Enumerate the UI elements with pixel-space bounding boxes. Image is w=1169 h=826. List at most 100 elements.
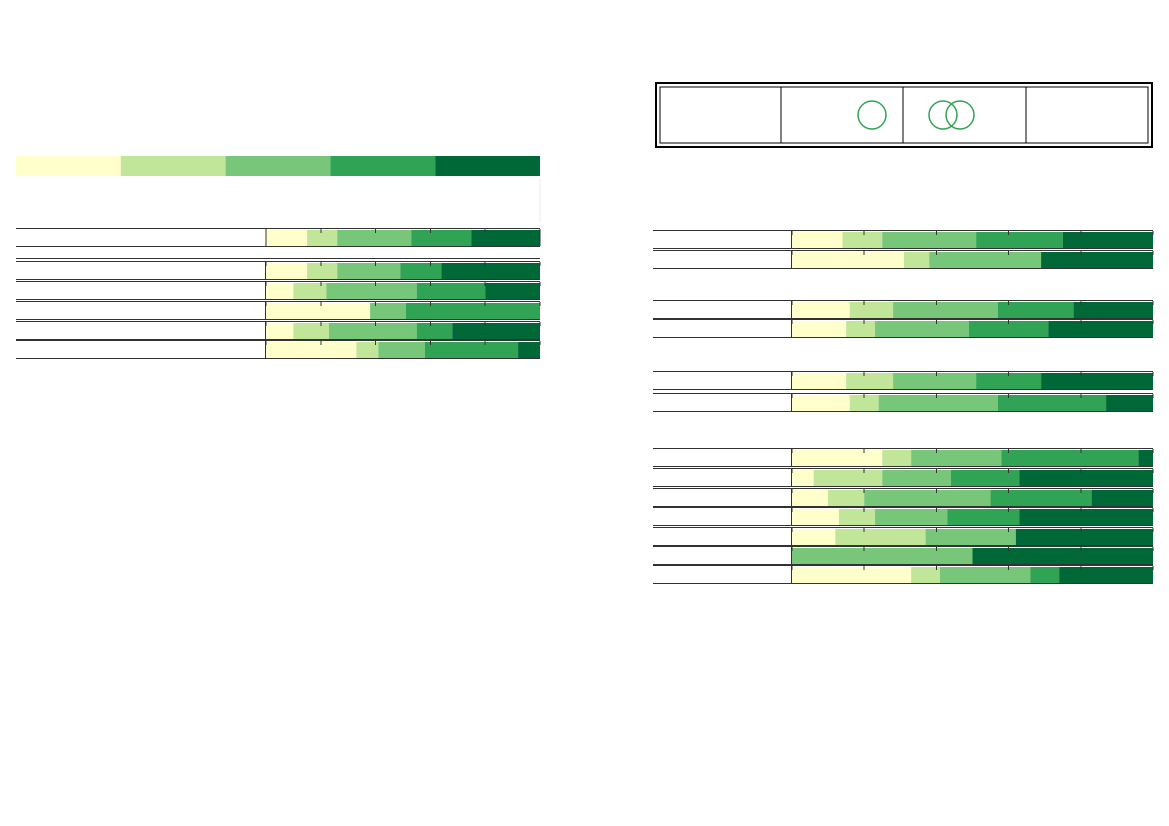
bar-segment: [997, 302, 1074, 318]
bar-segment: [990, 490, 1092, 506]
bar-segment: [485, 283, 540, 299]
bar-segment: [307, 263, 338, 279]
bar-segment: [838, 509, 876, 525]
bar-segment: [471, 230, 540, 246]
bar-segment: [1019, 509, 1153, 525]
bar-segment: [835, 529, 926, 545]
bar-segment: [1048, 321, 1153, 337]
bar-segment: [940, 567, 1031, 583]
bar-segment: [875, 509, 948, 525]
bar-segment: [842, 232, 883, 248]
bar-segment: [972, 548, 1153, 564]
bar-segment: [1073, 302, 1153, 318]
bar-segment: [293, 323, 330, 339]
bar-segment: [1091, 490, 1153, 506]
bar-segment: [929, 252, 1042, 268]
bar-segment: [1041, 373, 1153, 389]
bar-segment: [792, 302, 850, 318]
bar-segment: [925, 529, 1016, 545]
bar-segment: [1059, 567, 1153, 583]
bar-segment: [875, 321, 969, 337]
bar-segment: [356, 342, 379, 358]
box-inner: [659, 86, 1149, 144]
bar-segment: [792, 252, 904, 268]
bar-segment: [378, 342, 425, 358]
bar-segment: [976, 373, 1042, 389]
legend-swatch: [16, 156, 121, 176]
bar-segment: [1106, 395, 1153, 411]
legend-swatch: [330, 156, 436, 176]
bar-segment: [882, 450, 912, 466]
bar-segment: [878, 395, 998, 411]
bar-segment: [400, 263, 442, 279]
bar-segment: [893, 302, 998, 318]
bar-segment: [266, 323, 294, 339]
box-outer: [655, 82, 1153, 148]
bar-segment: [792, 509, 839, 525]
bar-segment: [849, 302, 894, 318]
bar-segment: [452, 323, 540, 339]
bar-segment: [846, 373, 894, 389]
bar-segment: [326, 283, 417, 299]
bar-segment: [911, 450, 1002, 466]
bar-segment: [968, 321, 1049, 337]
legend-swatch: [435, 156, 540, 176]
bar-segment: [424, 342, 519, 358]
bar-segment: [976, 232, 1063, 248]
bar-segment: [882, 470, 951, 486]
bar-segment: [792, 490, 829, 506]
bar-segment: [792, 450, 883, 466]
bar-segment: [293, 283, 327, 299]
legend-swatch: [225, 156, 331, 176]
bar-segment: [849, 395, 879, 411]
bar-segment: [828, 490, 865, 506]
bar-segment: [518, 342, 540, 358]
bar-segment: [903, 252, 930, 268]
bar-segment: [266, 283, 294, 299]
bar-segment: [266, 230, 308, 246]
bar-segment: [792, 232, 843, 248]
bar-segment: [416, 283, 486, 299]
bar-segment: [792, 470, 814, 486]
bar-segment: [307, 230, 338, 246]
legend-swatch: [120, 156, 226, 176]
bar-segment: [329, 323, 417, 339]
bar-segment: [337, 263, 401, 279]
bar-segment: [813, 470, 883, 486]
bar-segment: [950, 470, 1020, 486]
header-box: [655, 82, 1153, 148]
bar-segment: [792, 373, 847, 389]
bar-segment: [864, 490, 991, 506]
bar-segment: [882, 232, 977, 248]
circle-icon: [945, 100, 975, 130]
bar-segment: [441, 263, 540, 279]
bar-segment: [266, 342, 357, 358]
bar-segment: [370, 303, 406, 319]
bar-segment: [405, 303, 540, 319]
bar-segment: [1030, 567, 1060, 583]
bar-segment: [1041, 252, 1153, 268]
bar-segment: [792, 529, 836, 545]
circle-icon: [857, 100, 887, 130]
bar-segment: [792, 321, 847, 337]
bar-segment: [1015, 529, 1153, 545]
bar-segment: [1138, 450, 1153, 466]
bar-segment: [416, 323, 453, 339]
bar-segment: [1062, 232, 1153, 248]
bar-segment: [997, 395, 1107, 411]
bar-segment: [911, 567, 941, 583]
bar-segment: [893, 373, 977, 389]
bar-segment: [411, 230, 472, 246]
bar-segment: [1019, 470, 1153, 486]
bar-segment: [792, 567, 912, 583]
bar-segment: [1001, 450, 1139, 466]
bar-segment: [792, 548, 973, 564]
bar-segment: [947, 509, 1020, 525]
circle-icon: [928, 100, 958, 130]
bar-segment: [266, 263, 308, 279]
bar-segment: [792, 395, 850, 411]
bar-segment: [846, 321, 876, 337]
bar-segment: [266, 303, 371, 319]
